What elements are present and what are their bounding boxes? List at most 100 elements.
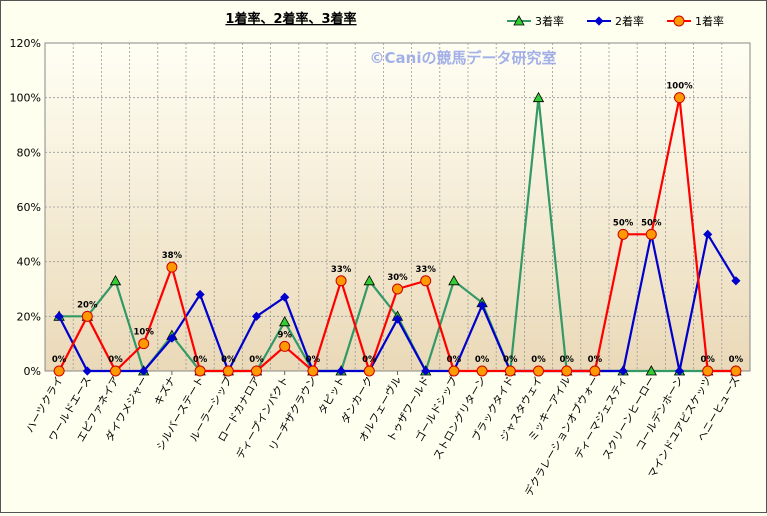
data-point-2nd xyxy=(336,366,346,376)
x-tick-label: タピット xyxy=(316,375,347,417)
data-point-2nd xyxy=(477,300,487,310)
data-label: 0% xyxy=(475,355,490,365)
data-label: 0% xyxy=(362,355,377,365)
data-label: 100% xyxy=(666,82,693,92)
data-point-3rd xyxy=(513,15,525,26)
data-label: 50% xyxy=(613,218,634,228)
data-point-1st xyxy=(730,365,742,377)
data-point-2nd xyxy=(421,366,431,376)
data-point-1st xyxy=(420,275,432,287)
data-point-2nd xyxy=(703,229,713,239)
data-point-1st xyxy=(674,92,685,104)
data-point-1st xyxy=(589,365,601,377)
data-label: 0% xyxy=(588,355,603,365)
data-label: 50% xyxy=(641,218,662,228)
data-label: 33% xyxy=(331,265,352,275)
data-point-1st xyxy=(533,365,544,377)
data-point-1st xyxy=(673,15,685,27)
data-point-3rd xyxy=(448,274,460,286)
data-label: 0% xyxy=(249,355,264,365)
y-tick-label: 60% xyxy=(17,201,41,214)
data-point-1st xyxy=(617,228,629,240)
data-point-3rd xyxy=(363,274,375,286)
x-tick-label: キズナ xyxy=(151,374,178,408)
data-label: 0% xyxy=(729,355,744,365)
y-axis: 0% 20% 40% 60% 80% 100% 120% xyxy=(10,37,41,378)
data-point-1st xyxy=(194,365,206,377)
data-point-1st xyxy=(166,261,178,273)
data-label: 10% xyxy=(134,328,155,338)
data-point-2nd xyxy=(195,289,205,300)
data-label: 0% xyxy=(193,355,208,365)
data-label: 0% xyxy=(503,355,518,365)
data-label: 0% xyxy=(52,355,67,365)
data-point-1st xyxy=(222,365,234,377)
data-point-1st xyxy=(110,365,121,377)
data-point-2nd xyxy=(674,366,685,376)
data-point-2nd xyxy=(139,366,149,376)
data-point-3rd xyxy=(645,365,657,376)
data-point-2nd xyxy=(167,333,177,343)
y-tick-label: 40% xyxy=(17,256,41,269)
gridlines xyxy=(45,43,750,371)
data-point-2nd xyxy=(82,366,92,376)
data-point-1st xyxy=(702,365,714,377)
legend: 3着率 2着率 1着率 xyxy=(507,14,724,28)
data-label: 0% xyxy=(306,355,321,365)
data-point-2nd xyxy=(280,292,290,302)
watermark: ©Caniの競馬データ研究室 xyxy=(370,49,557,67)
data-point-1st xyxy=(645,228,657,240)
data-point-1st xyxy=(81,310,93,322)
data-point-2nd xyxy=(251,311,262,321)
data-point-1st xyxy=(392,283,403,295)
data-point-1st xyxy=(138,338,150,350)
data-label: 0% xyxy=(700,355,715,365)
data-point-1st xyxy=(251,365,262,377)
data-label: 0% xyxy=(447,355,462,365)
x-tick-label: ディープインパクト xyxy=(233,374,291,461)
series-group xyxy=(53,92,742,377)
data-label: 9% xyxy=(277,330,292,340)
legend-label: 2着率 xyxy=(615,14,644,28)
data-point-2nd xyxy=(731,276,741,286)
data-label: 0% xyxy=(559,355,574,365)
x-tick-label: ストロングリターン xyxy=(430,374,488,462)
data-point-1st xyxy=(307,365,319,377)
series-layer xyxy=(53,91,742,377)
data-label: 38% xyxy=(162,251,183,261)
y-tick-label: 100% xyxy=(10,92,41,105)
data-point-3rd xyxy=(109,274,122,286)
data-point-1st xyxy=(53,365,65,377)
data-label: 30% xyxy=(387,273,408,283)
data-point-3rd xyxy=(279,315,291,327)
data-point-2nd xyxy=(594,16,604,26)
y-tick-label: 20% xyxy=(17,310,41,323)
data-label: 20% xyxy=(77,300,98,310)
data-label: 0% xyxy=(221,355,236,365)
y-tick-label: 0% xyxy=(24,365,41,378)
legend-label: 3着率 xyxy=(535,14,564,28)
data-point-2nd xyxy=(618,366,628,376)
data-labels: 0% 20% 0% 10% 38% 0% 0% 0% 9% 0% 33% 0% 30% 33% 0% 0% 0%… xyxy=(52,82,744,365)
y-tick-label: 120% xyxy=(10,37,41,50)
data-point-1st xyxy=(504,365,516,377)
data-point-2nd xyxy=(392,314,403,324)
legend-label: 1着率 xyxy=(695,14,724,28)
data-label: 0% xyxy=(531,355,546,365)
data-point-1st xyxy=(335,275,347,287)
data-label: 33% xyxy=(416,265,437,275)
data-point-1st xyxy=(476,365,488,377)
data-point-1st xyxy=(448,365,460,377)
chart-title: 1着率、2着率、3着率 xyxy=(225,11,356,27)
data-point-3rd xyxy=(532,91,545,103)
data-label: 0% xyxy=(108,355,123,365)
data-point-2nd xyxy=(54,311,64,321)
data-point-1st xyxy=(561,365,573,377)
data-point-1st xyxy=(363,365,375,377)
x-tick-label: スクリーンヒーロー xyxy=(601,375,658,462)
y-tick-label: 80% xyxy=(17,146,41,159)
x-tick-label: ディーマジェスティ xyxy=(572,374,630,461)
